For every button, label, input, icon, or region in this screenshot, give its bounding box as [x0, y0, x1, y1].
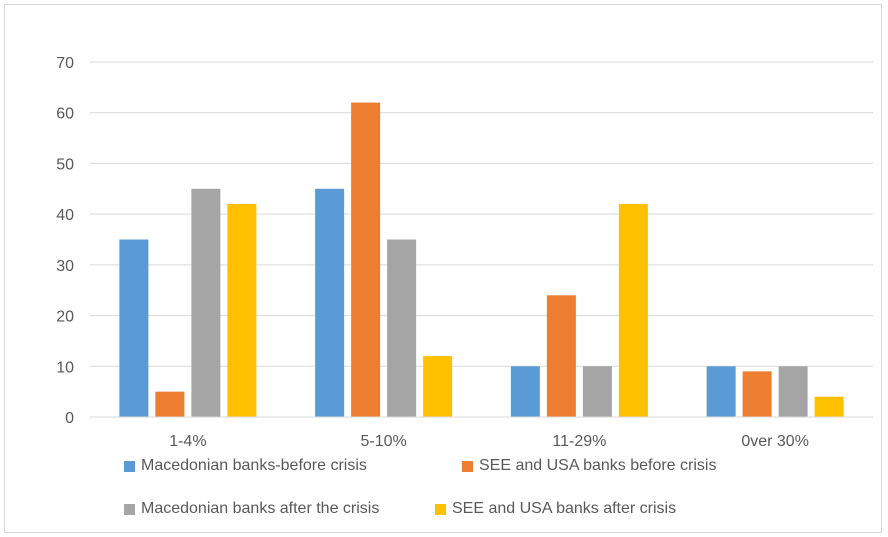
x-category-label: 0ver 30% [741, 433, 809, 450]
y-tick-label: 70 [56, 55, 74, 72]
bar [511, 366, 540, 417]
x-category-label: 11-29% [552, 433, 606, 450]
bar [351, 103, 380, 417]
x-category-label: 1-4% [169, 433, 206, 450]
legend-item-see-usa-before: SEE and USA banks before crisis [462, 457, 716, 475]
bar [155, 392, 184, 417]
legend-label: SEE and USA banks before crisis [479, 457, 716, 475]
legend-item-macedonian-before: Macedonian banks-before crisis [124, 457, 367, 475]
bar-chart: 0 10 20 30 40 50 60 70 1-4% 5-10% 11-29% 0ver 30% [5, 5, 883, 534]
y-tick-label: 10 [56, 359, 74, 376]
legend-label: Macedonian banks-before crisis [141, 457, 367, 475]
bar [423, 356, 452, 417]
bar [583, 366, 612, 417]
legend-swatch [124, 461, 135, 472]
bar [779, 366, 808, 417]
legend-label: Macedonian banks after the crisis [141, 500, 379, 518]
y-axis-ticks: 0 10 20 30 40 50 60 70 [56, 55, 74, 427]
bar [191, 189, 220, 417]
bar [227, 204, 256, 417]
legend-item-macedonian-after: Macedonian banks after the crisis [124, 500, 379, 518]
y-tick-label: 0 [65, 410, 74, 427]
y-tick-label: 20 [56, 309, 74, 326]
legend-swatch [124, 504, 135, 515]
legend-label: SEE and USA banks after crisis [452, 500, 676, 518]
chart-frame: 0 10 20 30 40 50 60 70 1-4% 5-10% 11-29% 0ver 30% … [4, 4, 882, 533]
y-tick-label: 50 [56, 156, 74, 173]
x-category-label: 5-10% [361, 433, 407, 450]
bar [619, 204, 648, 417]
bar [815, 397, 844, 417]
legend-item-see-usa-after: SEE and USA banks after crisis [435, 500, 676, 518]
y-tick-label: 60 [56, 106, 74, 123]
bar [547, 295, 576, 417]
legend-swatch [435, 504, 446, 515]
legend-swatch [462, 461, 473, 472]
bar [387, 240, 416, 418]
bars [119, 103, 843, 417]
bar [315, 189, 344, 417]
bar [743, 371, 772, 417]
x-axis-categories: 1-4% 5-10% 11-29% 0ver 30% [169, 433, 809, 450]
bar [119, 240, 148, 418]
y-tick-label: 40 [56, 207, 74, 224]
bar [707, 366, 736, 417]
y-tick-label: 30 [56, 258, 74, 275]
